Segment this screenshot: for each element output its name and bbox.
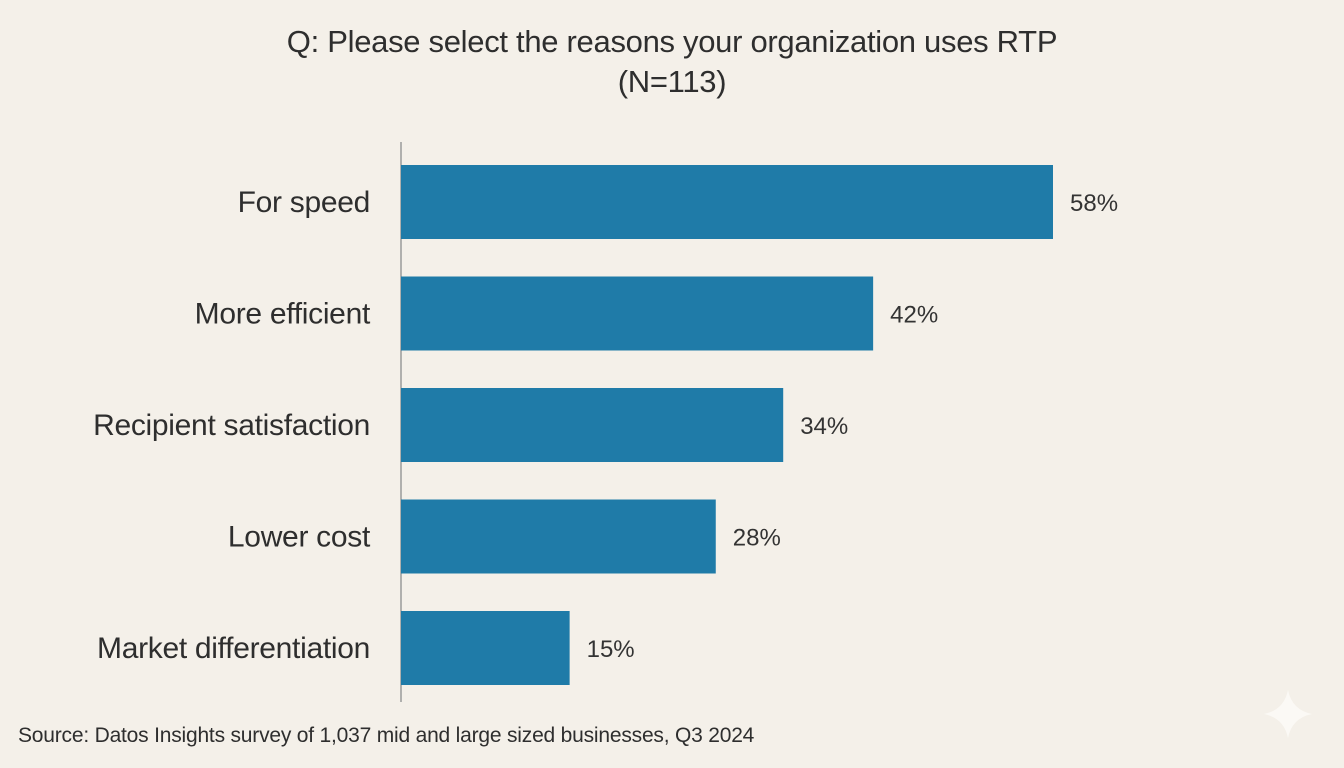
bar-lower-cost: [401, 499, 716, 574]
value-label: 42%: [890, 302, 938, 329]
value-label: 34%: [800, 413, 848, 440]
category-label: For speed: [238, 186, 370, 219]
value-label: 15%: [587, 636, 635, 663]
category-label: Market differentiation: [97, 632, 370, 665]
category-label: More efficient: [195, 298, 371, 331]
bar-more-efficient: [401, 276, 874, 351]
sparkle-icon: [1264, 690, 1312, 738]
bar-for-speed: [401, 165, 1053, 239]
value-label: 28%: [733, 525, 781, 552]
chart-title: Q: Please select the reasons your organi…: [286, 24, 1058, 59]
value-label: 58%: [1070, 190, 1118, 217]
bar-market-differentiation: [401, 611, 570, 685]
chart-subtitle: (N=113): [617, 64, 727, 99]
source-note: Source: Datos Insights survey of 1,037 m…: [18, 724, 755, 747]
bar-recipient-satisfaction: [401, 388, 784, 462]
category-label: Recipient satisfaction: [93, 409, 370, 442]
category-label: Lower cost: [228, 521, 371, 554]
